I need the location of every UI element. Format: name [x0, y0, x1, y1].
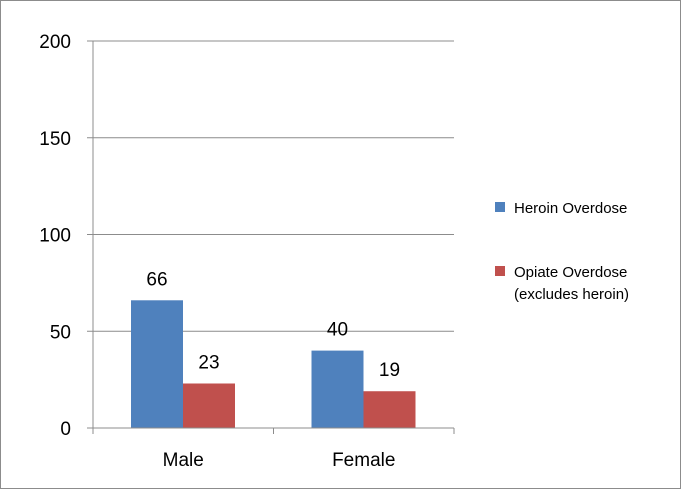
- data-label-female-opiate: 19: [379, 360, 400, 381]
- data-label-male-heroin: 66: [146, 269, 167, 290]
- bar-male-opiate: [183, 383, 235, 428]
- y-tick-label: 150: [39, 129, 71, 150]
- y-tick-label: 200: [39, 32, 71, 53]
- y-tick-label: 50: [50, 322, 71, 343]
- x-category-label: Female: [332, 450, 395, 471]
- bar-female-heroin: [311, 350, 364, 428]
- legend-label-heroin: Heroin Overdose: [514, 200, 627, 217]
- legend: Heroin Overdose Opiate Overdose (exclude…: [495, 200, 629, 303]
- data-labels: 66 23 40 19: [146, 269, 400, 381]
- data-label-male-opiate: 23: [198, 352, 219, 373]
- x-category-label: Male: [163, 450, 204, 471]
- y-axis-ticks: 0 50 100 150 200: [39, 32, 93, 440]
- gridlines: [93, 40, 454, 332]
- legend-label-opiate: Opiate Overdose: [514, 264, 627, 281]
- bar-male-heroin: [131, 300, 183, 428]
- y-tick-label: 100: [39, 226, 71, 247]
- legend-swatch-heroin: [495, 202, 505, 212]
- x-axis-categories: Male Female: [163, 450, 396, 471]
- bars: [131, 300, 416, 428]
- legend-swatch-opiate: [495, 266, 505, 276]
- legend-label-opiate-note: (excludes heroin): [514, 286, 629, 303]
- data-label-female-heroin: 40: [327, 320, 348, 341]
- axes: [92, 41, 455, 434]
- y-tick-label: 0: [60, 419, 71, 440]
- bar-female-opiate: [363, 391, 416, 428]
